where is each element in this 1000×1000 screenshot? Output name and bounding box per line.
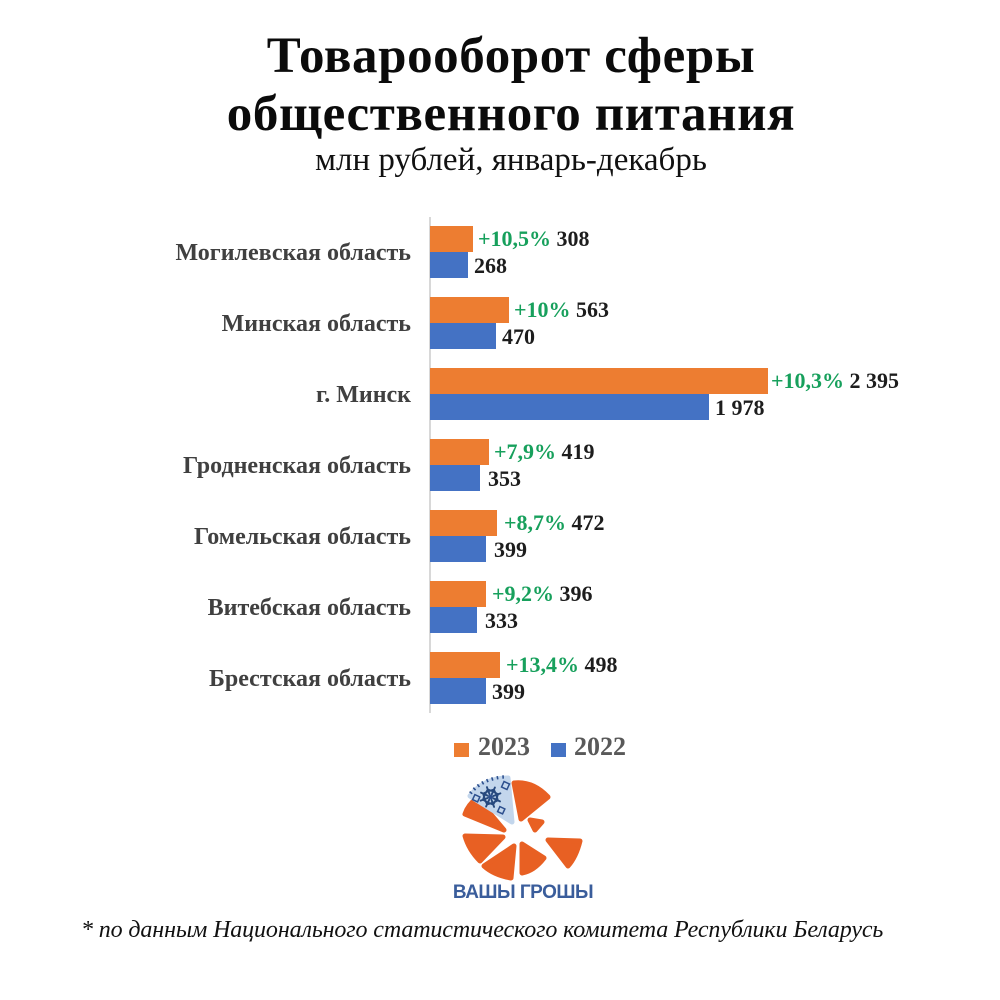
svg-text:ВАШЫ ГРОШЫ: ВАШЫ ГРОШЫ (453, 882, 593, 903)
